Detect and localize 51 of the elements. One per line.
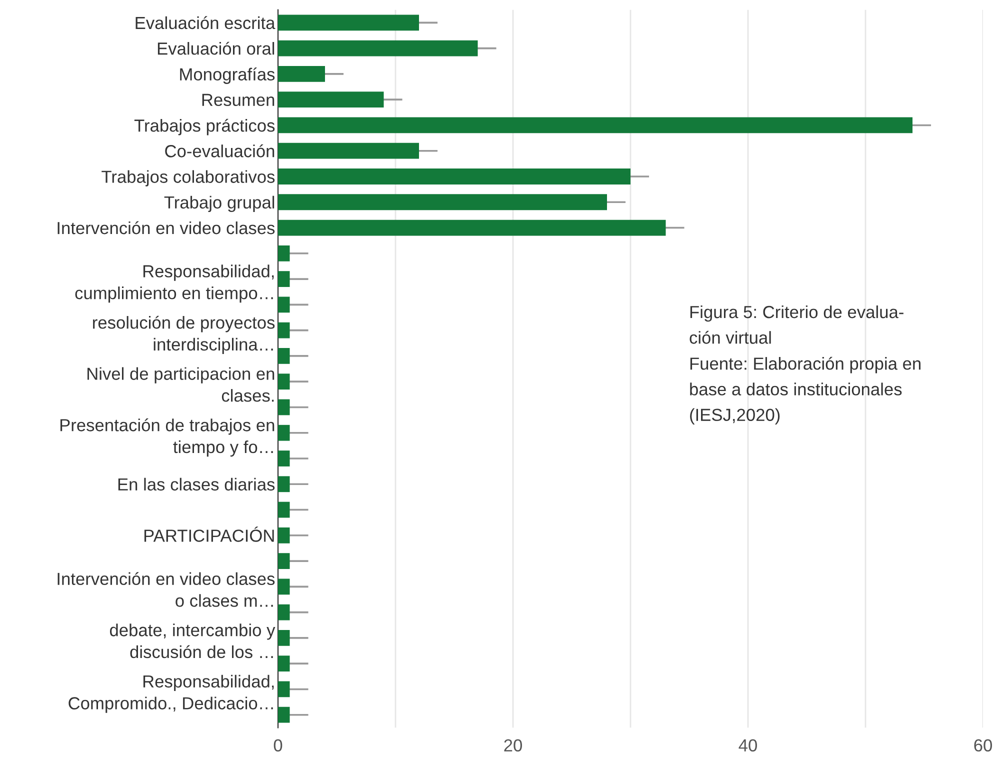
- x-tick-label: 0: [274, 739, 282, 752]
- bar: [278, 142, 419, 159]
- y-tick-label: Resumen: [202, 94, 274, 106]
- bar: [278, 117, 912, 134]
- y-tick-label: En las clases diarias: [118, 478, 275, 491]
- y-tick-label: debate, intercambio y discusión de los …: [110, 624, 276, 658]
- bar: [278, 14, 419, 31]
- bar: [278, 168, 630, 184]
- bar: [278, 245, 290, 262]
- bar: [278, 92, 384, 108]
- y-tick-label: Monografías: [180, 68, 275, 84]
- bar: [278, 553, 290, 569]
- bar: [278, 424, 290, 441]
- bar: [278, 630, 290, 646]
- bar: [278, 296, 290, 313]
- bar: [278, 348, 290, 364]
- y-tick-label: Trabajos prácticos: [134, 118, 275, 136]
- y-tick-label: Evaluación oral: [158, 42, 274, 55]
- bar: [278, 578, 290, 595]
- y-tick-label: Presentación de trabajos en tiempo y fo…: [60, 418, 274, 457]
- y-tick-label: Nivel de participacion en clases.: [88, 367, 274, 402]
- y-tick-label: Trabajo grupal: [164, 196, 274, 212]
- bar: [278, 66, 325, 82]
- bar: [278, 194, 607, 210]
- bar: [278, 271, 290, 287]
- bar: [278, 399, 290, 416]
- y-tick-label: Responsabilidad, cumplimiento en tiempo…: [75, 264, 274, 303]
- y-tick-label: resolución de proyectos interdisciplina…: [93, 316, 275, 354]
- bar: [278, 374, 290, 390]
- y-tick-label: Trabajos colaborativos: [102, 170, 275, 186]
- y-tick-label: Evaluación escrita: [136, 16, 276, 30]
- bar: [278, 706, 290, 723]
- x-tick-label: 60: [974, 739, 992, 752]
- bar: [278, 502, 290, 518]
- bar: [278, 681, 290, 698]
- bar: [278, 450, 290, 466]
- bar: [278, 40, 478, 56]
- y-tick-label: PARTICIPACIÓN: [144, 526, 274, 542]
- x-tick-label: 40: [738, 739, 757, 752]
- bar: [278, 220, 666, 236]
- bar: [278, 476, 290, 492]
- bar: [278, 604, 290, 620]
- y-tick-label: Intervención en video clases o clases m…: [58, 572, 275, 607]
- bar: [278, 656, 290, 672]
- y-tick-label: Co-evaluación: [165, 144, 274, 158]
- annotation: Figura 5: Criterio de evalua- ción virtual Fuente: Elaboración propia en base a datos institucionales (IESJ,2020): [690, 305, 920, 424]
- bar: [278, 322, 290, 338]
- x-tick-label: 20: [504, 739, 522, 752]
- y-tick-label: Responsabilidad, Compromido., Dedicacio…: [68, 674, 274, 713]
- y-tick-label: Intervención en video clases: [58, 221, 275, 234]
- bar: [278, 527, 290, 544]
